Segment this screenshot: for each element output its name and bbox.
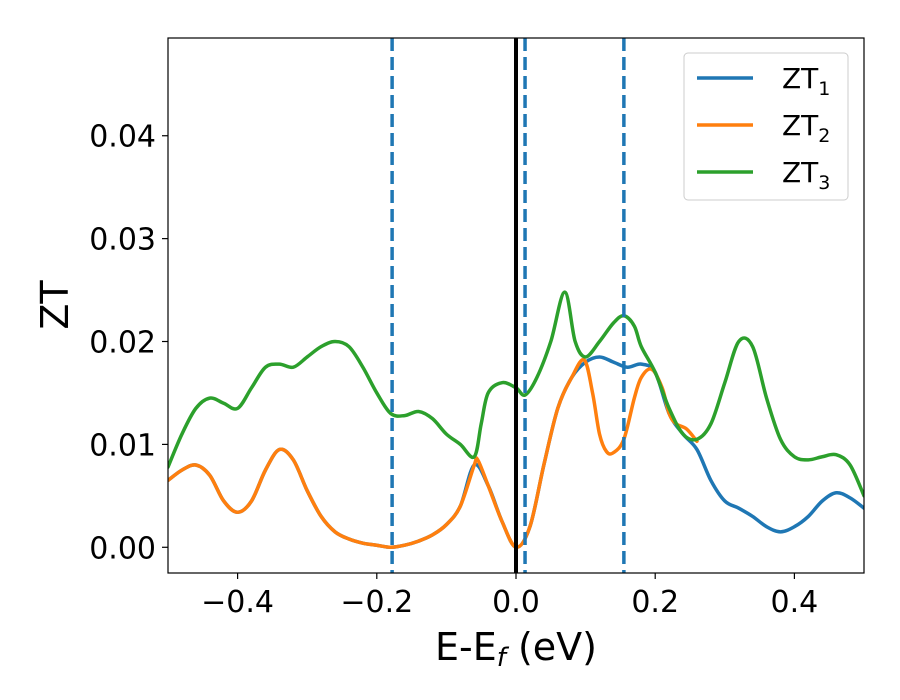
y-axis-label: ZT <box>33 280 77 330</box>
x-tick-label: 0.4 <box>771 585 819 620</box>
x-tick-label: −0.4 <box>201 585 274 620</box>
x-axis-label-unit: (eV) <box>506 625 597 669</box>
legend-label-zt2: ZT2 <box>782 109 830 147</box>
series-line-zt3 <box>168 290 864 498</box>
x-axis-label: E-Ef (eV) <box>435 625 597 673</box>
y-tick-label: 0.04 <box>89 120 156 155</box>
y-tick-label: 0.03 <box>89 223 156 258</box>
y-tick-label: 0.02 <box>89 326 156 361</box>
legend-label-zt1: ZT1 <box>782 62 830 100</box>
y-tick-label: 0.00 <box>89 531 156 566</box>
x-tick-label: −0.2 <box>340 585 413 620</box>
y-tick-label: 0.01 <box>89 428 156 463</box>
series-line-zt2 <box>168 357 699 550</box>
x-tick-label: 0.0 <box>492 585 540 620</box>
legend: ZT1 ZT2 ZT3 <box>683 52 849 201</box>
legend-label-zt3: ZT3 <box>782 156 830 194</box>
x-tick-label: 0.2 <box>631 585 679 620</box>
legend-box <box>683 52 849 201</box>
